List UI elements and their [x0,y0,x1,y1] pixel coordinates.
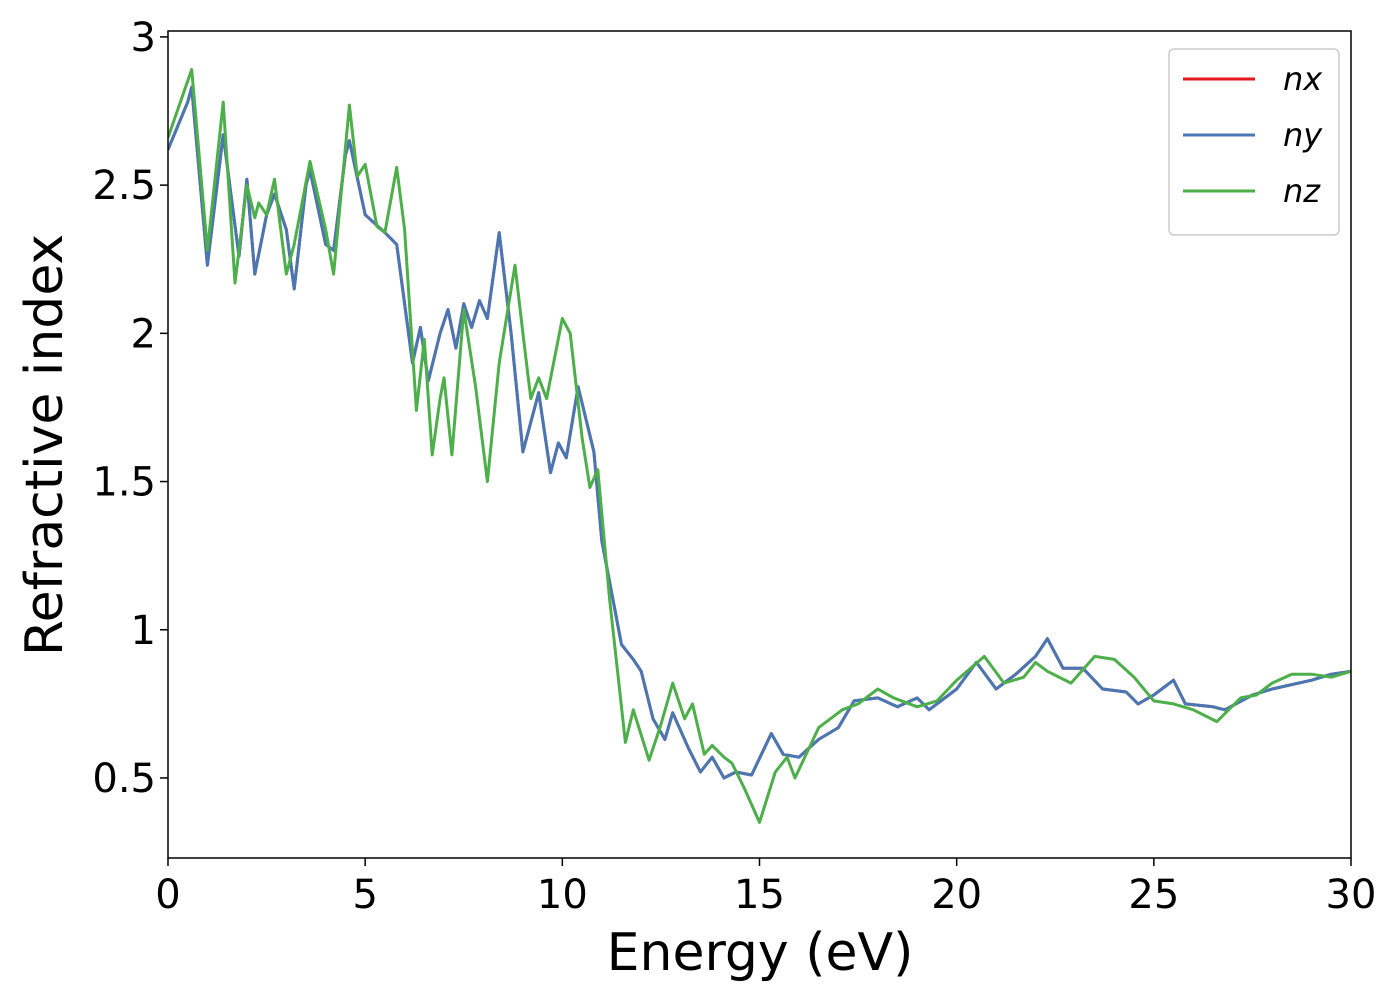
x-axis-label: Energy (eV) [607,923,914,983]
y-tick-label: 0.5 [92,756,156,802]
line-series [168,68,1351,824]
y-tick-label: 2 [131,311,156,357]
x-tick-label: 20 [931,872,982,918]
plot-frame [167,30,1352,859]
x-tick-label: 0 [155,872,180,918]
legend-label: nx [1283,60,1323,98]
y-tick-label: 1.5 [92,460,156,506]
y-tick-label: 1 [131,608,156,654]
x-tick-label: 5 [352,872,377,918]
line-series [168,85,1351,780]
legend-box [1168,48,1340,236]
legend-label: ny [1283,116,1323,154]
legend: nx ny nz [1168,48,1340,236]
y-tick-label: 3 [131,15,156,61]
y-tick-label: 2.5 [92,163,156,209]
legend-label: nz [1283,172,1321,210]
x-tick-label: 30 [1326,872,1377,918]
x-tick-label: 15 [734,872,785,918]
x-tick-label: 10 [537,872,588,918]
x-tick-label: 25 [1128,872,1179,918]
y-axis-label: Refractive index [15,234,75,656]
